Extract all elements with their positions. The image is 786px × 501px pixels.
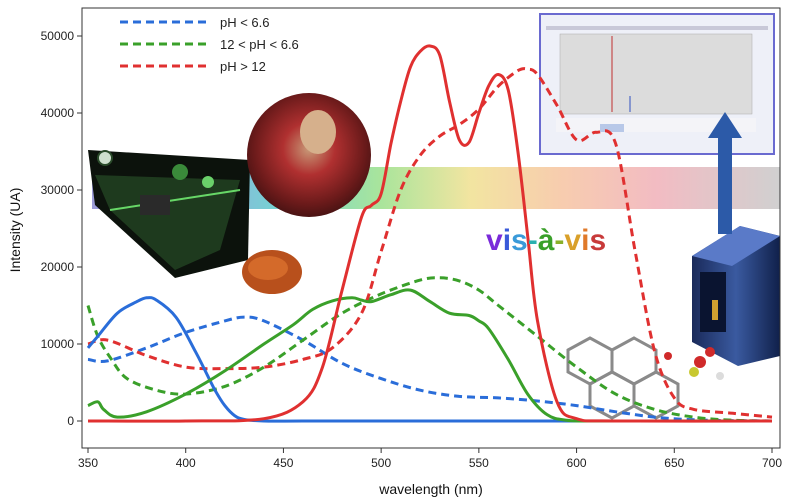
up-arrow-icon <box>708 112 742 234</box>
laser-setup-photo <box>88 150 250 278</box>
x-tick-label: 700 <box>762 456 782 470</box>
vis-a-vis-letter: s <box>589 224 606 257</box>
x-tick-label: 650 <box>664 456 684 470</box>
x-tick-label: 550 <box>469 456 489 470</box>
x-axis-label: wavelength (nm) <box>378 481 483 497</box>
y-tick-label: 20000 <box>41 260 75 274</box>
legend-label: pH > 12 <box>220 59 266 74</box>
series-group <box>86 44 773 423</box>
series-line-6 <box>87 44 773 423</box>
portrait-image <box>247 93 371 217</box>
series-line-5 <box>87 288 772 423</box>
vis-a-vis-letter: - <box>554 224 564 257</box>
y-tick-label: 50000 <box>41 29 75 43</box>
vis-a-vis-letter: i <box>581 224 589 257</box>
vis-a-vis-annotation: vis-à-vis <box>486 224 606 257</box>
x-tick-label: 600 <box>567 456 587 470</box>
y-tick-label: 30000 <box>41 183 75 197</box>
legend-label: 12 < pH < 6.6 <box>220 37 299 52</box>
molecule-image <box>566 336 724 420</box>
x-tick-label: 350 <box>78 456 98 470</box>
vis-a-vis-letter: i <box>503 224 511 257</box>
vis-a-vis-letter: v <box>486 224 503 257</box>
vis-a-vis-letter: v <box>564 224 581 257</box>
y-tick-label: 10000 <box>41 337 75 351</box>
software-screenshot-inset <box>539 13 775 155</box>
vis-a-vis-letter: - <box>528 224 538 257</box>
axis-ticks: 350 400 450 500 550 600 650 700 0 10000 20000 30000… <box>41 29 783 470</box>
vis-a-vis-letter: à <box>538 224 555 257</box>
vis-a-vis-letter: s <box>511 224 528 257</box>
series-line-2 <box>86 276 773 423</box>
y-tick-label: 40000 <box>41 106 75 120</box>
portrait-face <box>300 110 336 154</box>
y-axis-label: Intensity (UA) <box>7 188 23 273</box>
legend-label: pH < 6.6 <box>220 15 270 30</box>
y-tick-label: 0 <box>67 414 74 428</box>
plot-frame <box>81 7 781 449</box>
server-image <box>692 226 780 366</box>
x-tick-label: 400 <box>176 456 196 470</box>
series-line-1 <box>87 315 773 423</box>
legend: pH < 6.6 12 < pH < 6.6 pH > 12 <box>120 15 299 74</box>
series-line-4 <box>86 296 772 423</box>
x-tick-label: 500 <box>371 456 391 470</box>
x-tick-label: 450 <box>273 456 293 470</box>
